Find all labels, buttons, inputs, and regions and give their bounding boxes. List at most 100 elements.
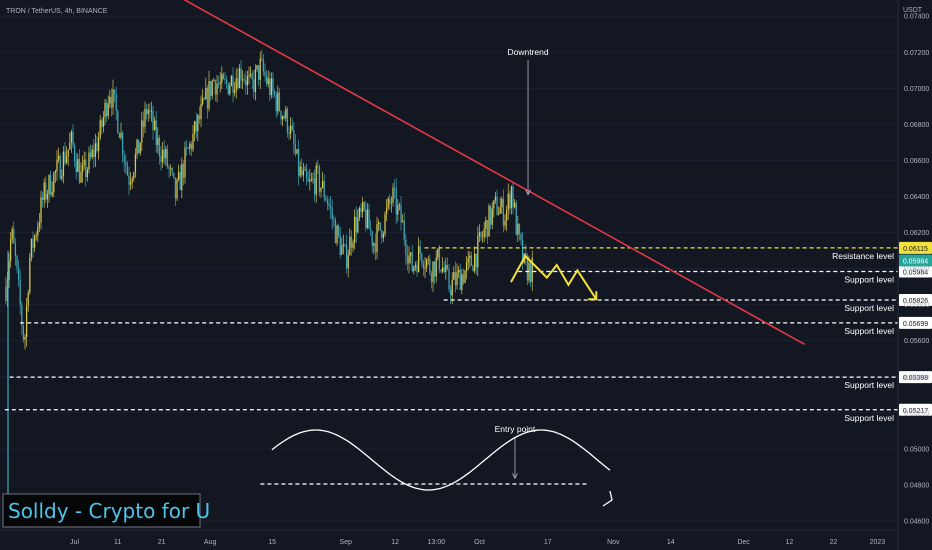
candle-body: [197, 115, 199, 132]
candle-body: [269, 78, 271, 96]
candle-body: [278, 92, 281, 111]
candle-body: [237, 78, 239, 89]
candle-body: [315, 165, 317, 195]
candle-body: [238, 68, 241, 89]
support-level-label: Support level: [844, 274, 894, 284]
candle-body: [166, 148, 169, 168]
candle-body: [107, 103, 109, 117]
candle-body: [470, 255, 473, 266]
candle-body: [121, 132, 124, 156]
candle-body: [248, 75, 250, 77]
candle-body: [168, 167, 170, 169]
candle-body: [297, 149, 300, 176]
candle-body: [480, 232, 482, 238]
candle-body: [240, 68, 242, 81]
candle-body: [413, 266, 415, 272]
time-tick-label: 2023: [870, 539, 886, 546]
candle-body: [184, 147, 186, 178]
time-tick-label: 22: [829, 539, 837, 546]
candle-body: [153, 120, 156, 130]
candle-body: [187, 147, 189, 149]
candle-body: [21, 304, 23, 327]
candle-body: [145, 108, 148, 115]
last-price-tag-text: 0.05984: [903, 258, 928, 265]
candle-body: [352, 242, 354, 248]
candle-body: [205, 87, 207, 100]
candle-body: [88, 152, 90, 170]
zigzag-projection: [510, 254, 598, 300]
candle-body: [203, 98, 205, 100]
candle-body: [387, 198, 389, 208]
time-tick-label: 11: [114, 539, 121, 546]
entry-wave-curve: [271, 429, 611, 491]
candle-body: [475, 253, 477, 268]
candle-body: [357, 217, 359, 233]
candle-body: [83, 159, 85, 165]
candle-body: [307, 178, 309, 182]
candle-body: [214, 80, 217, 95]
candle-body: [227, 83, 229, 95]
candle-body: [137, 139, 140, 154]
candle-body: [249, 73, 252, 76]
watermark-text: Solldy - Crypto for U: [8, 499, 210, 523]
candle-body: [62, 151, 65, 176]
level-price-tag-text: 0.05984: [903, 269, 928, 276]
candle-body: [496, 196, 498, 215]
candle-body: [488, 205, 490, 237]
candle-body: [361, 202, 364, 212]
candle-body: [416, 264, 418, 273]
candle-body: [150, 110, 153, 112]
candle-body: [206, 87, 209, 109]
candle-body: [161, 149, 164, 162]
candle-body: [16, 255, 18, 268]
candle-body: [64, 151, 66, 164]
time-tick-label: Oct: [474, 539, 485, 546]
time-tick-label: Nov: [607, 539, 620, 546]
candle-body: [19, 279, 21, 305]
zigzag-arrow-head: [588, 291, 598, 301]
time-tick-label: 17: [544, 539, 552, 546]
candle-body: [272, 78, 274, 92]
candle-body: [443, 267, 445, 272]
candle-body: [17, 267, 20, 280]
candle-body: [427, 258, 429, 260]
candle-body: [69, 142, 71, 150]
candle-body: [310, 178, 313, 180]
candle-body: [37, 226, 39, 236]
candle-body: [265, 75, 268, 85]
level-price-tag: [899, 403, 932, 416]
candle-body: [77, 159, 79, 173]
candle-body: [115, 94, 117, 111]
candle-body: [313, 178, 316, 195]
candle-body: [131, 178, 133, 183]
candle-body: [169, 168, 172, 169]
candle-body: [441, 267, 444, 272]
candle-body: [493, 200, 495, 209]
candle-body: [349, 236, 351, 256]
candle-body: [449, 289, 452, 296]
candle-body: [371, 231, 373, 246]
price-tick-label: 0.04800: [904, 482, 929, 489]
candle-body: [329, 205, 332, 209]
candle-body: [326, 200, 329, 204]
time-tick-label: 14: [667, 539, 675, 546]
candle-body: [478, 232, 481, 237]
candle-body: [256, 65, 258, 70]
candle-body: [38, 222, 41, 227]
candle-body: [152, 110, 154, 130]
candle-body: [262, 59, 265, 72]
candle-body: [504, 220, 506, 226]
price-tick-label: 0.05400: [904, 374, 929, 381]
candle-body: [309, 179, 311, 182]
candle-body: [246, 76, 249, 86]
candle-body: [144, 108, 146, 127]
candle-body: [350, 236, 353, 248]
candle-body: [253, 79, 255, 92]
candle-body: [520, 233, 522, 241]
candle-body: [328, 203, 330, 206]
candle-body: [261, 58, 263, 60]
price-tick-label: 0.05000: [904, 446, 929, 453]
candle-body: [389, 198, 391, 204]
